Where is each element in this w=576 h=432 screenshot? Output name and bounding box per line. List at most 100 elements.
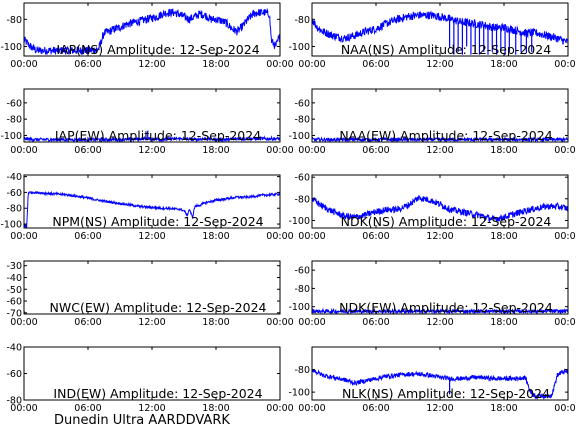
x-tick-label: 06:00 <box>74 403 101 414</box>
panel-ind-ew: -80 -60 -40 00:00 06:00 12:00 18:00 00:00 IND(EW… <box>6 343 293 415</box>
y-tick-label: -80 <box>6 15 22 26</box>
panel-title: IAP(EW) Amplitude: 12-Sep-2024 <box>55 128 261 143</box>
y-tick-label: -80 <box>294 115 310 126</box>
series-line-iap-ns <box>24 7 280 55</box>
x-tick-label: 18:00 <box>490 317 517 328</box>
x-tick-label: 12:00 <box>138 145 165 156</box>
y-tick-label: -60 <box>6 297 22 308</box>
x-tick-label: 06:00 <box>74 59 101 70</box>
y-tick-label: -60 <box>294 173 310 184</box>
x-tick-label: 12:00 <box>426 145 453 156</box>
y-tick-label: -100 <box>288 131 310 142</box>
y-tick-label: -100 <box>0 42 22 53</box>
x-tick-label: 18:00 <box>202 59 229 70</box>
x-tick-label: 00:00 <box>266 231 293 242</box>
x-tick-label: 00:00 <box>10 231 37 242</box>
x-tick-label: 06:00 <box>362 145 389 156</box>
y-tick-label: -60 <box>6 369 22 380</box>
x-tick-label: 00:00 <box>554 317 576 328</box>
panel-iap-ew: -100 -80 -60 00:00 06:00 12:00 18:00 00:00 IAP(E… <box>0 88 294 156</box>
x-tick-label: 18:00 <box>490 231 517 242</box>
x-tick-label: 12:00 <box>426 231 453 242</box>
x-tick-label: 00:00 <box>10 317 37 328</box>
x-tick-label: 00:00 <box>298 145 325 156</box>
panel-title: NLK(NS) Amplitude: 12-Sep-2024 <box>342 386 550 401</box>
x-tick-label: 06:00 <box>74 145 101 156</box>
y-tick-label: -100 <box>288 42 310 53</box>
x-tick-label: 00:00 <box>554 403 576 414</box>
x-tick-label: 00:00 <box>266 403 293 414</box>
footer-label: Dunedin Ultra AARDDVARK <box>54 413 230 428</box>
series-line-nlk-ns <box>312 368 568 400</box>
x-tick-label: 12:00 <box>426 403 453 414</box>
panel-title: NWC(EW) Amplitude: 12-Sep-2024 <box>50 300 267 315</box>
panel-title: NAA(NS) Amplitude: 12-Sep-2024 <box>341 42 551 57</box>
panel-naa-ns: -100-8000:0006:0012:0018:0000:00NAA(NS) … <box>288 2 576 70</box>
x-tick-label: 12:00 <box>138 403 165 414</box>
y-tick-label: -100 <box>288 388 310 399</box>
y-tick-label: -100 <box>0 220 22 231</box>
x-tick-label: 06:00 <box>362 59 389 70</box>
x-tick-label: 12:00 <box>138 59 165 70</box>
x-tick-label: 12:00 <box>138 231 165 242</box>
y-tick-label: -100 <box>0 131 22 142</box>
panel-ndk-ew: -100-80-6000:0006:0012:0018:0000:00NDK(E… <box>288 260 576 328</box>
x-tick-label: 06:00 <box>74 317 101 328</box>
panel-iap-ns: -100 -80 00:00 06:00 12:00 18:00 00:00 IAP(NS) … <box>0 2 294 70</box>
series-line-npm-ns <box>24 190 280 228</box>
series-line-iap-ew <box>24 135 280 142</box>
series-line-naa-ns <box>312 10 568 45</box>
x-tick-label: 18:00 <box>490 59 517 70</box>
x-tick-label: 06:00 <box>362 317 389 328</box>
x-tick-label: 00:00 <box>10 145 37 156</box>
x-tick-label: 18:00 <box>202 231 229 242</box>
x-tick-label: 00:00 <box>298 403 325 414</box>
y-tick-label: -40 <box>6 273 22 284</box>
x-tick-label: 00:00 <box>266 317 293 328</box>
panel-title: IAP(NS) Amplitude: 12-Sep-2024 <box>56 42 259 57</box>
y-tick-label: -60 <box>6 188 22 199</box>
x-tick-label: 00:00 <box>298 59 325 70</box>
panel-title: IND(EW) Amplitude: 12-Sep-2024 <box>53 386 262 401</box>
x-tick-label: 00:00 <box>298 317 325 328</box>
panel-title: NDK(EW) Amplitude: 12-Sep-2024 <box>339 300 553 315</box>
panel-ndk-ns: -100-80-6000:0006:0012:0018:0000:00NDK(N… <box>288 173 576 242</box>
panel-title: NPM(NS) Amplitude: 12-Sep-2024 <box>52 214 263 229</box>
x-tick-label: 18:00 <box>202 145 229 156</box>
x-tick-label: 00:00 <box>298 231 325 242</box>
panel-title: NAA(EW) Amplitude: 12-Sep-2024 <box>339 128 552 143</box>
x-tick-label: 06:00 <box>362 403 389 414</box>
x-tick-label: 12:00 <box>138 317 165 328</box>
y-tick-label: -80 <box>294 284 310 295</box>
panel-title: NDK(NS) Amplitude: 12-Sep-2024 <box>341 214 552 229</box>
y-tick-label: -100 <box>288 216 310 227</box>
x-tick-label: 18:00 <box>202 317 229 328</box>
panel-naa-ew: -100-80-6000:0006:0012:0018:0000:00NAA(E… <box>288 88 576 156</box>
y-tick-label: -80 <box>6 115 22 126</box>
panel-nlk-ns: -100 -80 00:00 06:00 12:00 18:00 00:00 NLK(NS) … <box>288 346 576 414</box>
x-tick-label: 00:00 <box>554 59 576 70</box>
y-tick-label: -50 <box>6 285 22 296</box>
x-tick-label: 12:00 <box>426 317 453 328</box>
x-tick-label: 00:00 <box>266 145 293 156</box>
y-tick-label: -80 <box>294 15 310 26</box>
x-tick-label: 00:00 <box>266 59 293 70</box>
y-tick-label: -80 <box>6 204 22 215</box>
x-tick-label: 12:00 <box>426 59 453 70</box>
x-tick-label: 00:00 <box>554 231 576 242</box>
y-tick-label: -80 <box>294 194 310 205</box>
y-tick-label: -70 <box>6 308 22 319</box>
x-tick-label: 00:00 <box>554 145 576 156</box>
y-tick-label: -80 <box>6 396 22 407</box>
panel-nwc-ew: -70-60-50-40-30 00:00 06:00 12:00 18:00 00:00… <box>6 260 294 328</box>
x-tick-label: 06:00 <box>74 231 101 242</box>
y-tick-label: -100 <box>288 302 310 313</box>
x-tick-label: 18:00 <box>202 403 229 414</box>
x-tick-label: 06:00 <box>362 231 389 242</box>
y-tick-label: -30 <box>6 261 22 272</box>
x-tick-label: 00:00 <box>10 403 37 414</box>
y-tick-label: -60 <box>6 98 22 109</box>
y-tick-label: -80 <box>294 365 310 376</box>
